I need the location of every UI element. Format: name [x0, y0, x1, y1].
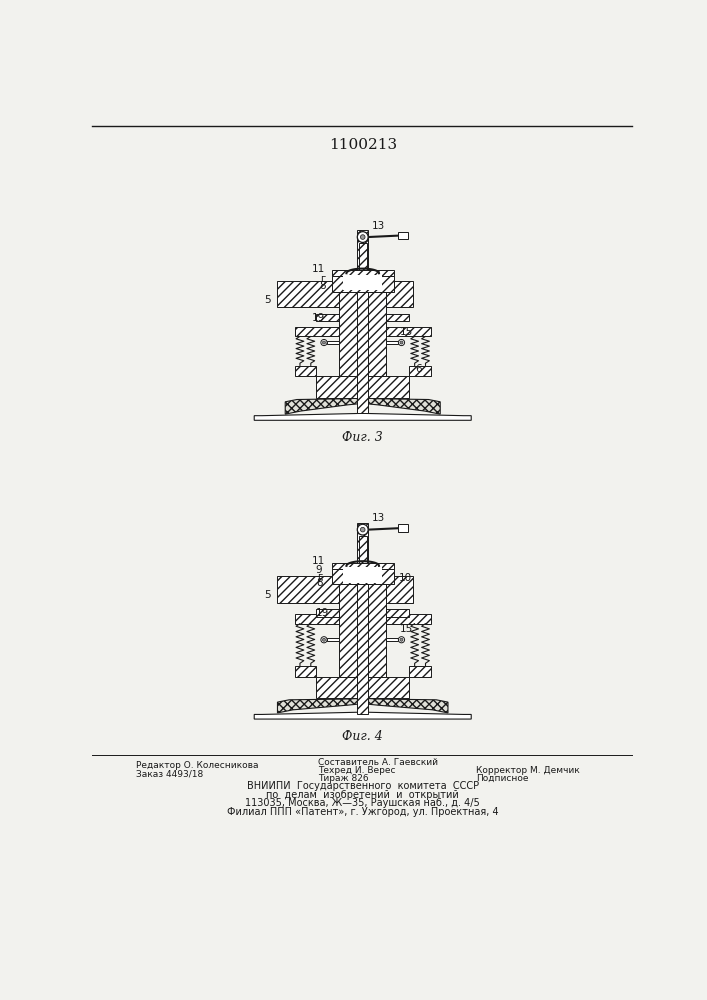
Circle shape [357, 524, 368, 535]
Text: Тираж 826: Тираж 826 [317, 774, 368, 783]
Bar [332, 563, 394, 569]
Polygon shape [255, 712, 472, 719]
Bar [316, 609, 339, 617]
Bar [316, 376, 409, 398]
Bar [409, 366, 431, 376]
Text: 19: 19 [312, 313, 325, 323]
Text: Фиг. 4: Фиг. 4 [342, 730, 383, 742]
Text: 19: 19 [315, 608, 329, 618]
Bar [344, 567, 382, 583]
Text: 1100213: 1100213 [329, 138, 397, 152]
Circle shape [398, 637, 404, 643]
Text: 6: 6 [416, 364, 422, 374]
Polygon shape [285, 398, 440, 414]
Text: 9: 9 [316, 565, 322, 575]
Bar [295, 614, 431, 624]
Text: Подписное: Подписное [476, 774, 528, 783]
Text: Филиал ППП «Патент», г. Ужгород, ул. Проектная, 4: Филиал ППП «Патент», г. Ужгород, ул. Про… [227, 807, 498, 817]
Bar [332, 569, 394, 584]
Text: 15: 15 [400, 624, 413, 634]
Bar [277, 281, 339, 307]
Text: ВНИИПИ  Государственного  комитета  СССР: ВНИИПИ Государственного комитета СССР [247, 781, 479, 791]
Text: 11: 11 [312, 556, 325, 566]
Circle shape [357, 232, 368, 242]
Text: Заказ 4493/18: Заказ 4493/18 [136, 770, 204, 779]
Bar [327, 341, 339, 344]
Bar [332, 270, 394, 276]
Bar [397, 524, 409, 532]
Text: 5: 5 [264, 590, 271, 600]
Text: 113035, Москва, Ж—35, Раушская наб., д. 4/5: 113035, Москва, Ж—35, Раушская наб., д. … [245, 798, 480, 808]
Bar [386, 314, 409, 321]
Bar [359, 243, 367, 270]
Bar [339, 584, 386, 677]
Bar [277, 576, 339, 603]
Text: Составитель А. Гаевский: Составитель А. Гаевский [317, 758, 438, 767]
Text: г: г [317, 572, 322, 582]
Text: Редактор О. Колесникова: Редактор О. Колесникова [136, 761, 259, 770]
Circle shape [321, 339, 327, 346]
Text: Фиг. 3: Фиг. 3 [342, 431, 383, 444]
Circle shape [321, 637, 327, 643]
Circle shape [398, 339, 404, 346]
Text: Корректор М. Демчик: Корректор М. Демчик [476, 766, 580, 775]
Text: г: г [320, 274, 325, 284]
Text: 13: 13 [372, 513, 385, 523]
Bar [386, 341, 398, 344]
Bar [344, 275, 382, 290]
Bar [327, 638, 339, 641]
Bar [386, 638, 398, 641]
Bar [316, 314, 339, 321]
Text: Техред И. Верес: Техред И. Верес [317, 766, 395, 775]
Bar [295, 327, 431, 336]
Bar [357, 230, 368, 413]
Text: 5: 5 [264, 295, 271, 305]
Bar [339, 292, 386, 376]
Circle shape [361, 527, 365, 532]
Bar [316, 677, 409, 698]
Text: по  делам  изобретений  и  открытий: по делам изобретений и открытий [267, 790, 459, 800]
Text: 15: 15 [400, 327, 413, 337]
Text: 13: 13 [372, 221, 385, 231]
Bar [409, 666, 431, 677]
Bar [386, 281, 413, 307]
Circle shape [322, 638, 325, 641]
Circle shape [400, 341, 403, 344]
Text: 8: 8 [316, 578, 322, 588]
Bar [295, 666, 316, 677]
Circle shape [361, 235, 365, 239]
Bar [359, 536, 367, 563]
Bar [295, 366, 316, 376]
Polygon shape [277, 698, 448, 713]
Text: 11: 11 [312, 264, 325, 274]
Bar [386, 576, 413, 603]
Bar [386, 609, 409, 617]
Circle shape [322, 341, 325, 344]
Bar [357, 523, 368, 714]
Text: 10: 10 [398, 573, 411, 583]
Bar [332, 276, 394, 292]
Text: 8: 8 [319, 281, 325, 291]
Bar [397, 232, 409, 239]
Circle shape [400, 638, 403, 641]
Polygon shape [255, 413, 472, 420]
